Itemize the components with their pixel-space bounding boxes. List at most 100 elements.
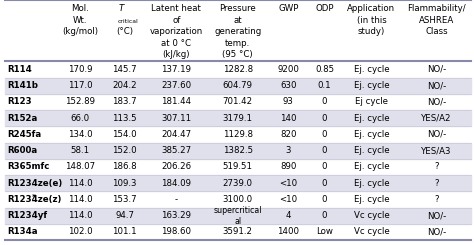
Text: 890: 890 bbox=[280, 162, 297, 171]
Text: ODP: ODP bbox=[315, 4, 334, 13]
Text: ASHREA: ASHREA bbox=[419, 16, 454, 25]
Text: 2739.0: 2739.0 bbox=[223, 179, 253, 188]
Text: R152a: R152a bbox=[7, 114, 37, 123]
Text: <10: <10 bbox=[279, 179, 297, 188]
Text: 1400: 1400 bbox=[277, 227, 300, 236]
Bar bbox=[5, 208, 471, 224]
Text: Low: Low bbox=[316, 227, 333, 236]
Text: 237.60: 237.60 bbox=[161, 81, 191, 90]
Text: 163.29: 163.29 bbox=[161, 211, 191, 220]
Text: R245fa: R245fa bbox=[7, 130, 41, 139]
Text: 3179.1: 3179.1 bbox=[223, 114, 253, 123]
Text: R123: R123 bbox=[7, 98, 32, 106]
Text: R141b: R141b bbox=[7, 81, 38, 90]
Text: 117.0: 117.0 bbox=[68, 81, 92, 90]
Text: vaporization: vaporization bbox=[150, 27, 203, 36]
Text: supercritical: supercritical bbox=[213, 206, 262, 215]
Text: 820: 820 bbox=[280, 130, 297, 139]
Text: 198.60: 198.60 bbox=[161, 227, 191, 236]
Text: Ej. cycle: Ej. cycle bbox=[354, 179, 389, 188]
Text: 0: 0 bbox=[322, 195, 327, 204]
Text: R365mfc: R365mfc bbox=[7, 162, 49, 171]
Text: 145.7: 145.7 bbox=[112, 65, 137, 74]
Text: Ej cycle: Ej cycle bbox=[355, 98, 388, 106]
Text: NO/-: NO/- bbox=[427, 130, 446, 139]
Text: Ej. cycle: Ej. cycle bbox=[354, 162, 389, 171]
Text: (kg/mol): (kg/mol) bbox=[62, 27, 98, 36]
Text: 102.0: 102.0 bbox=[68, 227, 92, 236]
Text: at: at bbox=[234, 16, 242, 25]
Text: Vc cycle: Vc cycle bbox=[354, 227, 389, 236]
Text: 114.0: 114.0 bbox=[68, 179, 92, 188]
Text: 170.9: 170.9 bbox=[68, 65, 92, 74]
Text: Class: Class bbox=[425, 27, 448, 36]
Text: NO/-: NO/- bbox=[427, 211, 446, 220]
Text: NO/-: NO/- bbox=[427, 65, 446, 74]
Text: Ej. cycle: Ej. cycle bbox=[354, 114, 389, 123]
Text: GWP: GWP bbox=[278, 4, 299, 13]
Text: 206.26: 206.26 bbox=[161, 162, 191, 171]
Text: 1282.8: 1282.8 bbox=[223, 65, 253, 74]
Text: 630: 630 bbox=[280, 81, 297, 90]
Text: 94.7: 94.7 bbox=[115, 211, 134, 220]
Text: 0.1: 0.1 bbox=[318, 81, 331, 90]
Text: 604.79: 604.79 bbox=[223, 81, 253, 90]
Text: R1234yf: R1234yf bbox=[7, 211, 47, 220]
Text: temp.: temp. bbox=[225, 39, 250, 48]
Text: 154.0: 154.0 bbox=[112, 130, 137, 139]
Text: Ej. cycle: Ej. cycle bbox=[354, 195, 389, 204]
Text: 114.0: 114.0 bbox=[68, 195, 92, 204]
Text: 0: 0 bbox=[322, 179, 327, 188]
Text: YES/A3: YES/A3 bbox=[421, 146, 452, 155]
Text: NO/-: NO/- bbox=[427, 98, 446, 106]
Text: 0: 0 bbox=[322, 114, 327, 123]
Text: study): study) bbox=[358, 27, 385, 36]
Bar bbox=[5, 175, 471, 191]
Bar bbox=[5, 77, 471, 94]
Text: ?: ? bbox=[434, 195, 439, 204]
Text: 701.42: 701.42 bbox=[223, 98, 253, 106]
Text: R114: R114 bbox=[7, 65, 32, 74]
Text: 4: 4 bbox=[286, 211, 291, 220]
Text: 109.3: 109.3 bbox=[112, 179, 137, 188]
Text: Vc cycle: Vc cycle bbox=[354, 211, 389, 220]
Text: (°C): (°C) bbox=[116, 27, 133, 36]
Text: 3591.2: 3591.2 bbox=[223, 227, 253, 236]
Text: T: T bbox=[118, 4, 124, 13]
Text: Wt.: Wt. bbox=[73, 16, 88, 25]
Text: Application: Application bbox=[347, 4, 395, 13]
Text: (95 °C): (95 °C) bbox=[222, 50, 253, 59]
Text: R1234ze(e): R1234ze(e) bbox=[7, 179, 63, 188]
Text: 152.89: 152.89 bbox=[65, 98, 95, 106]
Text: (kJ/kg): (kJ/kg) bbox=[163, 50, 190, 59]
Text: 134.0: 134.0 bbox=[68, 130, 92, 139]
Bar bbox=[5, 143, 471, 159]
Text: Ej. cycle: Ej. cycle bbox=[354, 146, 389, 155]
Text: al: al bbox=[234, 217, 241, 226]
Text: NO/-: NO/- bbox=[427, 227, 446, 236]
Text: 519.51: 519.51 bbox=[223, 162, 253, 171]
Text: 1129.8: 1129.8 bbox=[223, 130, 253, 139]
Text: 140: 140 bbox=[280, 114, 297, 123]
Text: generating: generating bbox=[214, 27, 261, 36]
Text: 1382.5: 1382.5 bbox=[223, 146, 253, 155]
Text: 186.8: 186.8 bbox=[112, 162, 137, 171]
Text: Mol.: Mol. bbox=[72, 4, 89, 13]
Text: Ej. cycle: Ej. cycle bbox=[354, 130, 389, 139]
Text: 3100.0: 3100.0 bbox=[223, 195, 253, 204]
Text: Pressure: Pressure bbox=[219, 4, 256, 13]
Text: 113.5: 113.5 bbox=[112, 114, 137, 123]
Text: 114.0: 114.0 bbox=[68, 211, 92, 220]
Text: Flammability/: Flammability/ bbox=[407, 4, 466, 13]
Text: 101.1: 101.1 bbox=[112, 227, 137, 236]
Text: Ej. cycle: Ej. cycle bbox=[354, 65, 389, 74]
Text: 184.09: 184.09 bbox=[161, 179, 191, 188]
Text: 148.07: 148.07 bbox=[65, 162, 95, 171]
Text: 9200: 9200 bbox=[277, 65, 299, 74]
Bar bbox=[5, 110, 471, 126]
Text: R600a: R600a bbox=[7, 146, 37, 155]
Text: *: * bbox=[32, 194, 36, 200]
Text: 0: 0 bbox=[322, 211, 327, 220]
Text: R1234ze(z): R1234ze(z) bbox=[7, 195, 62, 204]
Text: 385.27: 385.27 bbox=[161, 146, 191, 155]
